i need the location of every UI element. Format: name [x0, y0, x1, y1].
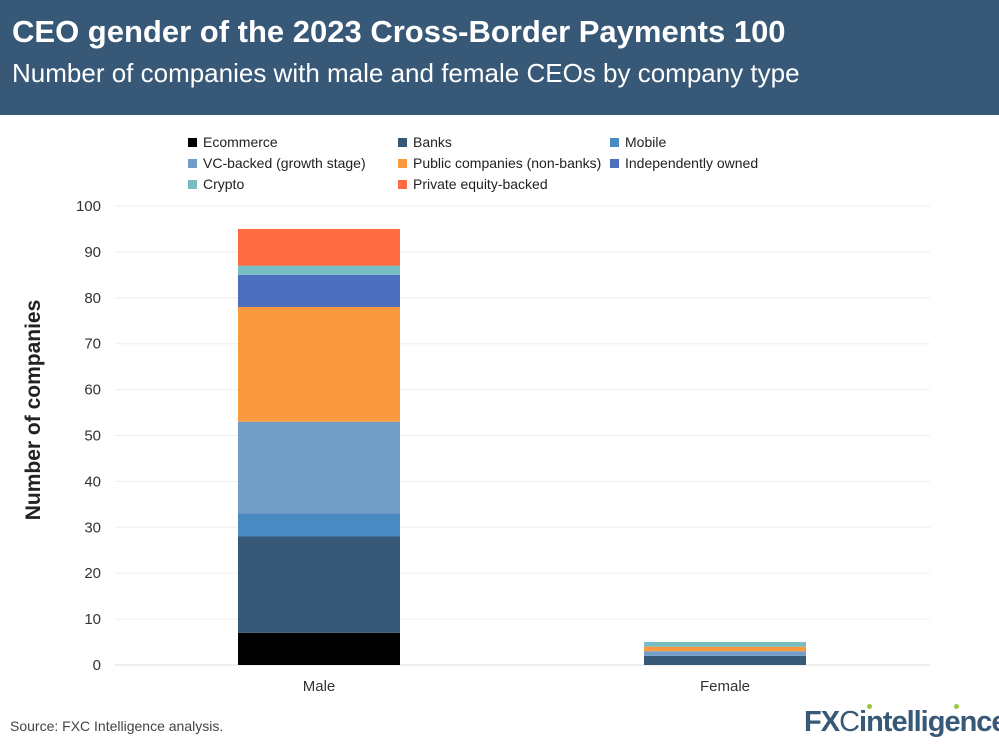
legend-item: Independently owned	[610, 155, 758, 171]
legend-swatch	[610, 158, 619, 168]
bar-segment-banks-female	[644, 655, 806, 665]
legend-label: Private equity-backed	[413, 176, 548, 192]
legend-swatch	[188, 179, 197, 189]
legend-item: Banks	[398, 134, 452, 150]
y-tick-label: 70	[84, 336, 101, 353]
x-tick-label: Female	[700, 678, 750, 695]
y-tick-label: 30	[84, 519, 101, 536]
bar-segment-vc-backed-growth-stage--female	[644, 651, 806, 656]
legend-label: Crypto	[203, 176, 245, 192]
legend-label: VC-backed (growth stage)	[203, 155, 366, 171]
legend-swatch	[398, 158, 407, 168]
y-tick-label: 40	[84, 473, 101, 490]
bar-segment-independently-owned-male	[238, 274, 400, 307]
legend-swatch	[398, 179, 407, 189]
legend-label: Banks	[413, 134, 452, 150]
header: CEO gender of the 2023 Cross-Border Paym…	[0, 0, 999, 115]
y-tick-label: 50	[84, 428, 101, 445]
bar-segment-public-companies-non-banks--male	[238, 306, 400, 422]
legend-swatch	[398, 137, 407, 147]
x-tick-label: Male	[303, 678, 336, 695]
legend-label: Public companies (non-banks)	[413, 155, 602, 171]
legend-swatch	[610, 137, 619, 147]
legend-item: VC-backed (growth stage)	[188, 155, 366, 171]
bar-segment-ecommerce-male	[238, 632, 400, 665]
legend-swatch	[188, 158, 197, 168]
y-tick-label: 0	[93, 657, 101, 674]
bar-segment-vc-backed-growth-stage--male	[238, 421, 400, 514]
y-tick-label: 20	[84, 565, 101, 582]
legend-item: Public companies (non-banks)	[398, 155, 601, 171]
legend-item: Private equity-backed	[398, 176, 548, 192]
y-tick-label: 10	[84, 611, 101, 628]
chart-subtitle: Number of companies with male and female…	[12, 58, 800, 88]
y-tick-label: 90	[84, 244, 101, 261]
bar-segment-public-companies-non-banks--female	[644, 646, 806, 652]
legend-item: Crypto	[188, 176, 244, 192]
bar-segment-crypto-female	[644, 642, 806, 647]
legend-swatch	[188, 137, 197, 147]
legend-label: Ecommerce	[203, 134, 278, 150]
bar-segment-mobile-male	[238, 513, 400, 537]
y-tick-label: 60	[84, 382, 101, 399]
legend-label: Independently owned	[625, 155, 759, 171]
legend-item: Mobile	[610, 134, 666, 150]
chart-title: CEO gender of the 2023 Cross-Border Paym…	[12, 14, 786, 49]
legend-item: Ecommerce	[188, 134, 278, 150]
fxc-intelligence-logo: FXCintelligence	[804, 704, 999, 738]
y-axis-label: Number of companies	[22, 300, 45, 521]
bar-segment-private-equity-backed-male	[238, 228, 400, 266]
bar-segment-crypto-male	[238, 265, 400, 275]
source-note: Source: FXC Intelligence analysis.	[10, 718, 224, 734]
y-tick-label: 100	[76, 198, 101, 215]
y-tick-label: 80	[84, 290, 101, 307]
bar-segment-banks-male	[238, 536, 400, 633]
legend-label: Mobile	[625, 134, 667, 150]
